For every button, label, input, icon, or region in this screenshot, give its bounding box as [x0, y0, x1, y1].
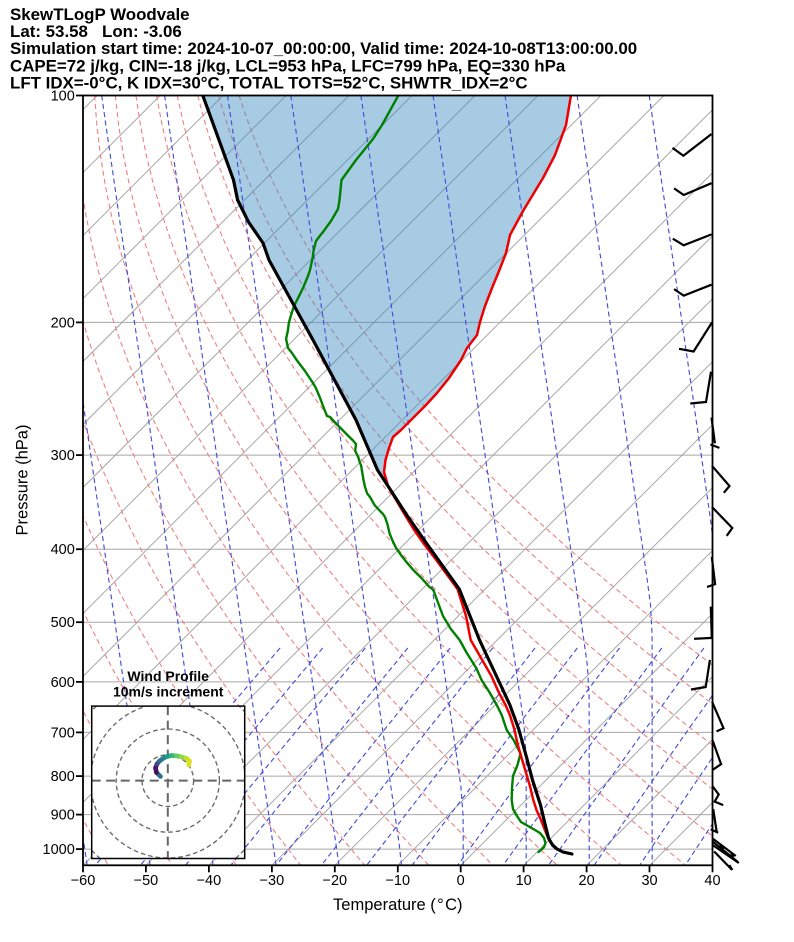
svg-text:Temperature ( ° C): Temperature ( ° C)	[333, 896, 462, 914]
svg-text:40: 40	[704, 873, 720, 889]
svg-text:1000: 1000	[43, 842, 75, 858]
svg-text:500: 500	[51, 615, 75, 631]
svg-text:SkewTLogP Woodvale: SkewTLogP Woodvale	[10, 5, 190, 24]
svg-text:700: 700	[51, 725, 75, 741]
svg-text:−20: −20	[322, 873, 347, 889]
svg-text:−60: −60	[71, 873, 96, 889]
svg-text:0: 0	[457, 873, 465, 889]
svg-text:−30: −30	[260, 873, 285, 889]
svg-text:−10: −10	[385, 873, 410, 889]
svg-text:20: 20	[579, 873, 595, 889]
svg-text:800: 800	[51, 769, 75, 785]
svg-text:10: 10	[516, 873, 532, 889]
svg-text:Simulation start time: 2024-10: Simulation start time: 2024-10-07_00:00:…	[10, 39, 637, 58]
svg-text:Pressure (hPa): Pressure (hPa)	[14, 425, 32, 536]
svg-text:100: 100	[51, 89, 75, 105]
svg-text:300: 300	[51, 448, 75, 464]
svg-text:Lat: 53.58 Lon: -3.06: Lat: 53.58 Lon: -3.06	[10, 22, 182, 41]
svg-text:10m/s increment: 10m/s increment	[113, 683, 224, 699]
svg-text:LFT IDX=-0°C, K IDX=30°C, TOTA: LFT IDX=-0°C, K IDX=30°C, TOTAL TOTS=52°…	[10, 73, 528, 92]
svg-text:CAPE=72 j/kg, CIN=-18 j/kg, LC: CAPE=72 j/kg, CIN=-18 j/kg, LCL=953 hPa,…	[10, 56, 566, 75]
svg-text:−50: −50	[134, 873, 159, 889]
svg-text:900: 900	[51, 808, 75, 824]
svg-text:600: 600	[51, 675, 75, 691]
svg-text:200: 200	[51, 315, 75, 331]
svg-text:400: 400	[51, 542, 75, 558]
svg-text:−40: −40	[197, 873, 222, 889]
svg-text:Wind Profile: Wind Profile	[127, 668, 209, 684]
svg-text:30: 30	[641, 873, 657, 889]
